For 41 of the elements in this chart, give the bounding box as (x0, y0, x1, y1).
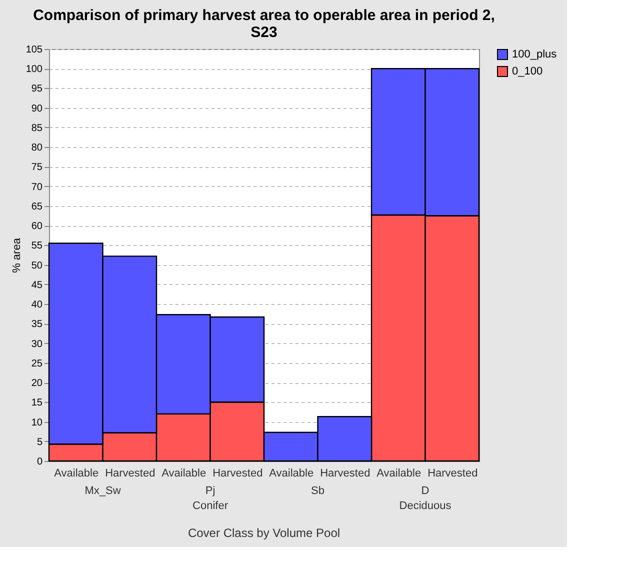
text: Mx_Sw (84, 485, 121, 497)
y-tick-label: 35 (31, 319, 43, 330)
legend-label: 0_100 (512, 66, 543, 78)
y-tick-label: 75 (31, 162, 43, 174)
y-tick-label: 90 (31, 103, 43, 114)
y-tick-label: 100 (26, 64, 43, 76)
chart-title: Comparison of primary harvest area to operable area in period 2, S23 (33, 7, 495, 41)
text: Deciduous (399, 500, 452, 512)
y-tick-label: 55 (31, 240, 43, 252)
text: D (421, 485, 430, 497)
x-tick-label: Available (376, 468, 422, 480)
y-tick-label: 50 (31, 260, 43, 272)
legend-label: 100_plus (512, 48, 558, 60)
text: Pj (205, 485, 216, 497)
y-axis-title: % area (10, 237, 23, 273)
x-tick-label: Available (162, 468, 206, 480)
y-tick-label: 85 (31, 122, 43, 134)
text: Conifer (192, 500, 228, 512)
y-tick-label: 70 (31, 182, 43, 193)
x-tick-label: Harvested (320, 468, 370, 480)
text: Sb (311, 485, 324, 497)
y-tick-label: 45 (31, 280, 43, 291)
x-axis-title: Cover Class by Volume Pool (188, 526, 340, 540)
y-tick-label: 5 (36, 436, 43, 448)
y-tick-label: 40 (31, 300, 43, 311)
y-tick-label: 95 (31, 84, 43, 95)
y-tick-label: 65 (31, 201, 43, 212)
x-tick-label: Available (269, 468, 314, 480)
y-tick-label: 0 (36, 456, 43, 468)
x-tick-label: Harvested (212, 468, 263, 480)
x-tick-label: Harvested (428, 468, 478, 480)
y-tick-label: 15 (31, 398, 43, 409)
x-tick-label: Harvested (105, 468, 156, 480)
y-tick-label: 25 (31, 358, 43, 370)
y-tick-label: 20 (31, 378, 43, 390)
y-tick-label: 105 (26, 44, 43, 56)
y-tick-label: 80 (31, 142, 43, 154)
y-tick-label: 10 (31, 417, 43, 428)
x-tick-label: Available (54, 468, 99, 480)
y-tick-label: 30 (31, 338, 43, 350)
y-tick-label: 60 (31, 221, 43, 232)
